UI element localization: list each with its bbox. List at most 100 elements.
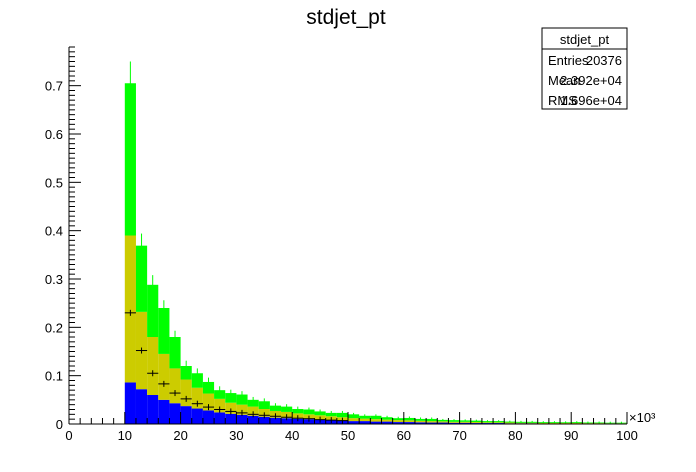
bar-segment: [236, 414, 248, 424]
bar-segment: [158, 399, 170, 424]
bar-segment: [169, 403, 181, 424]
x-multiplier-label: ×10³: [629, 410, 656, 425]
bar-segment: [158, 308, 170, 354]
bar-segment: [448, 421, 460, 423]
data-markers: [124, 309, 348, 424]
y-tick-label: 0.4: [45, 224, 63, 239]
bar-segment: [493, 422, 505, 424]
bar-segment: [191, 387, 203, 409]
bar-segment: [269, 405, 282, 411]
bar-segment: [135, 389, 148, 424]
bar-segment: [180, 406, 192, 424]
x-tick-label: 70: [452, 428, 466, 443]
bar-segment: [258, 416, 270, 424]
bar-segment: [303, 409, 315, 415]
x-tick-label: 80: [508, 428, 522, 443]
bar-segment: [281, 418, 293, 424]
y-tick-label: 0.7: [45, 79, 63, 94]
bar-segment: [169, 337, 181, 369]
bar-segment: [180, 366, 192, 380]
x-tick-label: 90: [564, 428, 578, 443]
bar-segment: [147, 284, 159, 337]
bar-segment: [459, 422, 471, 424]
bar-segment: [459, 421, 471, 423]
x-tick-label: 60: [397, 428, 411, 443]
bar-segment: [124, 235, 136, 383]
bar-segment: [281, 406, 293, 412]
x-tick-label: 0: [65, 428, 72, 443]
bar-segment: [225, 413, 237, 424]
bar-segment: [370, 421, 382, 424]
x-tick-label: 10: [118, 428, 132, 443]
bar-segment: [403, 420, 415, 423]
bar-segment: [348, 418, 360, 422]
bar-segment: [448, 422, 460, 424]
y-tick-label: 0.1: [45, 369, 63, 384]
bar-segment: [202, 381, 215, 394]
bar-segment: [247, 406, 259, 416]
bar-segment: [214, 390, 226, 399]
bar-segment: [370, 415, 382, 420]
bar-segment: [470, 422, 482, 424]
stats-row-value: 2.392e+04: [560, 73, 622, 88]
bar-segment: [191, 373, 203, 388]
bar-segment: [169, 368, 181, 404]
x-tick-label: 40: [285, 428, 299, 443]
bar-segment: [269, 417, 282, 424]
bar-segment: [437, 422, 449, 424]
x-tick-label: 100: [616, 428, 638, 443]
x-tick-label: 30: [229, 428, 243, 443]
x-tick-label: 50: [341, 428, 355, 443]
axes: 0 10 20 30 40 50 60 70 80 90 100 ×10³ 0 0.1 0.2 0.3 0.4 0…: [45, 46, 656, 443]
bar-segment: [381, 421, 393, 424]
stats-box-title: stdjet_pt: [560, 32, 610, 47]
y-tick-label: 0.2: [45, 320, 63, 335]
bar-segment: [247, 399, 259, 407]
bar-segment: [135, 245, 148, 312]
bar-segment: [236, 404, 248, 415]
y-tick-label: 0.6: [45, 127, 63, 142]
bar-segment: [414, 420, 427, 423]
bar-segment: [426, 421, 438, 423]
bar-segment: [202, 410, 215, 424]
bar-segment: [359, 418, 371, 422]
bar-segment: [191, 408, 203, 424]
bar-segment: [202, 393, 215, 411]
stats-box-frame: [541, 27, 628, 110]
bar-segment: [359, 421, 371, 424]
y-tick-label: 0.3: [45, 272, 63, 287]
bar-segment: [158, 353, 170, 400]
bar-segment: [504, 422, 516, 424]
bar-segment: [336, 412, 348, 418]
bar-segment: [381, 419, 393, 422]
chart-title: stdjet_pt: [306, 6, 386, 29]
error-bars: [129, 61, 622, 424]
x-tick-label: 20: [173, 428, 187, 443]
bar-segment: [426, 422, 438, 424]
bar-segment: [292, 418, 304, 424]
bar-segment: [180, 379, 192, 407]
y-tick-label: 0.5: [45, 175, 63, 190]
bar-segment: [247, 415, 259, 424]
bar-segment: [147, 395, 159, 424]
histogram-bars: [124, 83, 627, 424]
bar-segment: [236, 394, 248, 405]
bar-segment: [370, 419, 382, 422]
bar-segment: [124, 83, 136, 236]
bar-segment: [392, 420, 404, 423]
bar-segment: [392, 422, 404, 424]
stats-row-label: RMS: [548, 93, 577, 108]
bar-segment: [414, 422, 427, 424]
bar-segment: [437, 421, 449, 423]
y-tick-label: 0: [56, 417, 63, 432]
bar-segment: [124, 382, 136, 424]
bar-segment: [147, 337, 159, 395]
bar-segment: [348, 414, 360, 419]
bar-segment: [258, 401, 270, 410]
stats-row-label: Mean: [548, 73, 581, 88]
stats-row-value: 20376: [586, 53, 622, 68]
stats-row-label: Entries: [548, 53, 589, 68]
bar-segment: [214, 398, 226, 413]
